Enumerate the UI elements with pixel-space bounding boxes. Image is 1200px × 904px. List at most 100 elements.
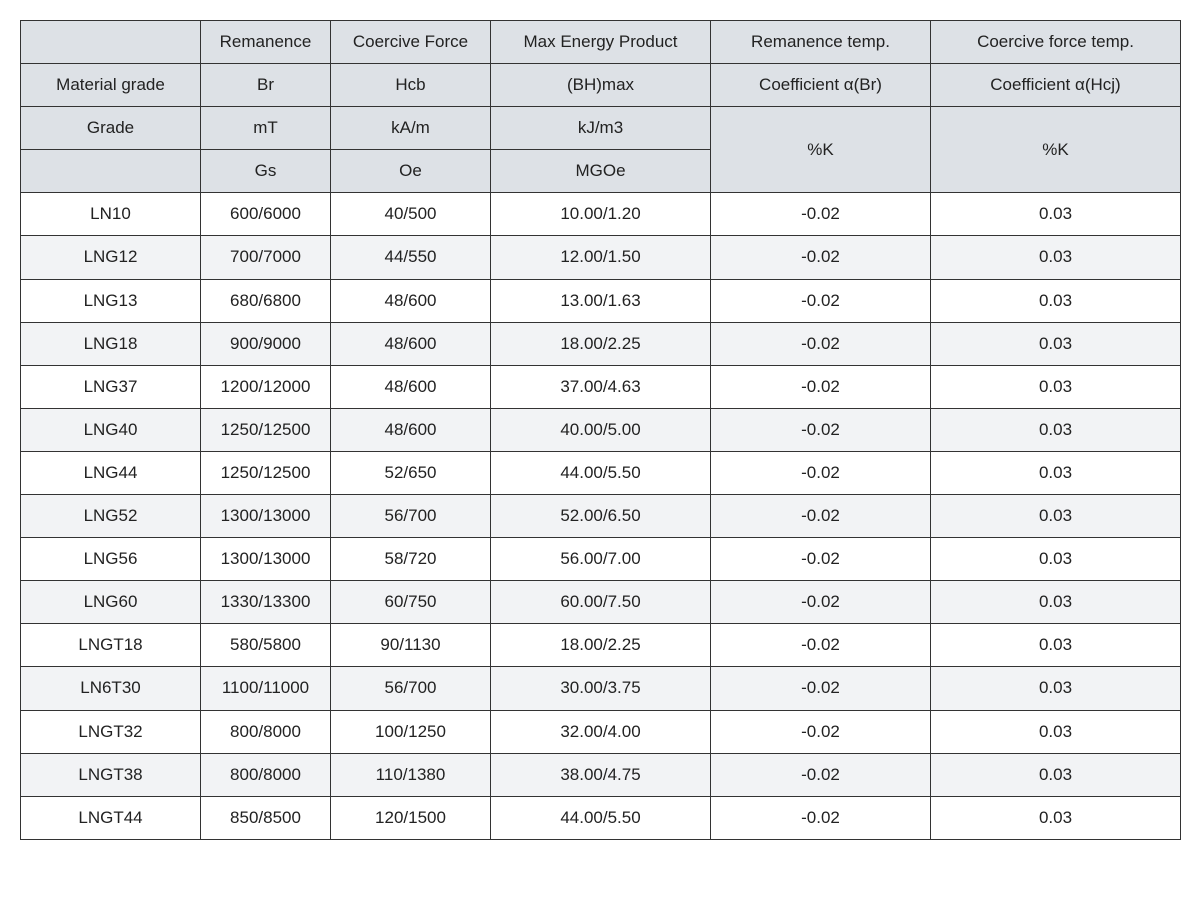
header-coef-abr: Coefficient α(Br)	[711, 64, 931, 107]
header-coef-ahcj: Coefficient α(Hcj)	[931, 64, 1181, 107]
cell-remanence_temp: -0.02	[711, 753, 931, 796]
table-row: LNGT18580/580090/113018.00/2.25-0.020.03	[21, 624, 1181, 667]
cell-coercive_temp: 0.03	[931, 408, 1181, 451]
cell-grade: LNGT32	[21, 710, 201, 753]
header-coercive-temp: Coercive force temp.	[931, 21, 1181, 64]
cell-coercive_force: 44/550	[331, 236, 491, 279]
table-row: LNG521300/1300056/70052.00/6.50-0.020.03	[21, 495, 1181, 538]
cell-remanence_temp: -0.02	[711, 710, 931, 753]
cell-grade: LNG44	[21, 451, 201, 494]
header-blank-2	[21, 150, 201, 193]
table-row: LNG561300/1300058/72056.00/7.00-0.020.03	[21, 538, 1181, 581]
header-bhmax: (BH)max	[491, 64, 711, 107]
cell-coercive_force: 60/750	[331, 581, 491, 624]
cell-coercive_force: 52/650	[331, 451, 491, 494]
cell-max_energy: 56.00/7.00	[491, 538, 711, 581]
cell-remanence_temp: -0.02	[711, 408, 931, 451]
cell-max_energy: 44.00/5.50	[491, 796, 711, 839]
cell-grade: LNG52	[21, 495, 201, 538]
table-row: LNG13680/680048/60013.00/1.63-0.020.03	[21, 279, 1181, 322]
cell-remanence_temp: -0.02	[711, 538, 931, 581]
cell-remanence_temp: -0.02	[711, 365, 931, 408]
cell-grade: LNGT18	[21, 624, 201, 667]
cell-coercive_temp: 0.03	[931, 581, 1181, 624]
header-oe: Oe	[331, 150, 491, 193]
cell-remanence_temp: -0.02	[711, 451, 931, 494]
header-kj-m3: kJ/m3	[491, 107, 711, 150]
cell-max_energy: 12.00/1.50	[491, 236, 711, 279]
header-grade: Grade	[21, 107, 201, 150]
cell-max_energy: 40.00/5.00	[491, 408, 711, 451]
cell-remanence: 1200/12000	[201, 365, 331, 408]
cell-remanence: 1330/13300	[201, 581, 331, 624]
table-row: LNG401250/1250048/60040.00/5.00-0.020.03	[21, 408, 1181, 451]
cell-remanence: 900/9000	[201, 322, 331, 365]
table-body: LN10600/600040/50010.00/1.20-0.020.03LNG…	[21, 193, 1181, 839]
cell-remanence_temp: -0.02	[711, 322, 931, 365]
cell-coercive_temp: 0.03	[931, 279, 1181, 322]
header-mgoe: MGOe	[491, 150, 711, 193]
cell-remanence: 700/7000	[201, 236, 331, 279]
cell-coercive_force: 48/600	[331, 408, 491, 451]
header-ka-m: kA/m	[331, 107, 491, 150]
cell-remanence: 680/6800	[201, 279, 331, 322]
cell-remanence: 1250/12500	[201, 451, 331, 494]
cell-coercive_force: 110/1380	[331, 753, 491, 796]
cell-remanence_temp: -0.02	[711, 796, 931, 839]
cell-max_energy: 60.00/7.50	[491, 581, 711, 624]
header-max-energy: Max Energy Product	[491, 21, 711, 64]
cell-coercive_force: 56/700	[331, 667, 491, 710]
cell-remanence: 1300/13000	[201, 495, 331, 538]
cell-remanence_temp: -0.02	[711, 624, 931, 667]
table-row: LNG371200/1200048/60037.00/4.63-0.020.03	[21, 365, 1181, 408]
table-row: LNG18900/900048/60018.00/2.25-0.020.03	[21, 322, 1181, 365]
table-row: LN10600/600040/50010.00/1.20-0.020.03	[21, 193, 1181, 236]
cell-grade: LNGT44	[21, 796, 201, 839]
header-gs: Gs	[201, 150, 331, 193]
header-coercive-force: Coercive Force	[331, 21, 491, 64]
cell-coercive_temp: 0.03	[931, 710, 1181, 753]
table-header: Remanence Coercive Force Max Energy Prod…	[21, 21, 1181, 193]
cell-remanence_temp: -0.02	[711, 495, 931, 538]
cell-coercive_temp: 0.03	[931, 796, 1181, 839]
table-row: LNGT44850/8500120/150044.00/5.50-0.020.0…	[21, 796, 1181, 839]
header-br: Br	[201, 64, 331, 107]
cell-grade: LNG40	[21, 408, 201, 451]
header-remanence: Remanence	[201, 21, 331, 64]
cell-remanence_temp: -0.02	[711, 279, 931, 322]
material-properties-table: Remanence Coercive Force Max Energy Prod…	[20, 20, 1181, 840]
cell-remanence: 850/8500	[201, 796, 331, 839]
cell-coercive_temp: 0.03	[931, 538, 1181, 581]
cell-remanence: 600/6000	[201, 193, 331, 236]
cell-grade: LN6T30	[21, 667, 201, 710]
table-row: LNG601330/1330060/75060.00/7.50-0.020.03	[21, 581, 1181, 624]
header-percent-k-hcj: %K	[931, 107, 1181, 193]
cell-grade: LN10	[21, 193, 201, 236]
cell-coercive_temp: 0.03	[931, 322, 1181, 365]
header-remanence-temp: Remanence temp.	[711, 21, 931, 64]
cell-max_energy: 44.00/5.50	[491, 451, 711, 494]
cell-coercive_force: 40/500	[331, 193, 491, 236]
cell-coercive_temp: 0.03	[931, 365, 1181, 408]
cell-coercive_force: 48/600	[331, 365, 491, 408]
cell-remanence: 1100/11000	[201, 667, 331, 710]
cell-coercive_force: 58/720	[331, 538, 491, 581]
header-blank-1	[21, 21, 201, 64]
cell-max_energy: 30.00/3.75	[491, 667, 711, 710]
cell-max_energy: 38.00/4.75	[491, 753, 711, 796]
cell-remanence: 1300/13000	[201, 538, 331, 581]
cell-max_energy: 32.00/4.00	[491, 710, 711, 753]
cell-remanence: 580/5800	[201, 624, 331, 667]
cell-grade: LNG37	[21, 365, 201, 408]
cell-coercive_force: 56/700	[331, 495, 491, 538]
cell-grade: LNG18	[21, 322, 201, 365]
table-row: LN6T301100/1100056/70030.00/3.75-0.020.0…	[21, 667, 1181, 710]
cell-remanence_temp: -0.02	[711, 193, 931, 236]
cell-max_energy: 18.00/2.25	[491, 624, 711, 667]
cell-grade: LNGT38	[21, 753, 201, 796]
cell-grade: LNG60	[21, 581, 201, 624]
table-row: LNG12700/700044/55012.00/1.50-0.020.03	[21, 236, 1181, 279]
cell-coercive_force: 48/600	[331, 322, 491, 365]
cell-max_energy: 52.00/6.50	[491, 495, 711, 538]
cell-coercive_force: 90/1130	[331, 624, 491, 667]
